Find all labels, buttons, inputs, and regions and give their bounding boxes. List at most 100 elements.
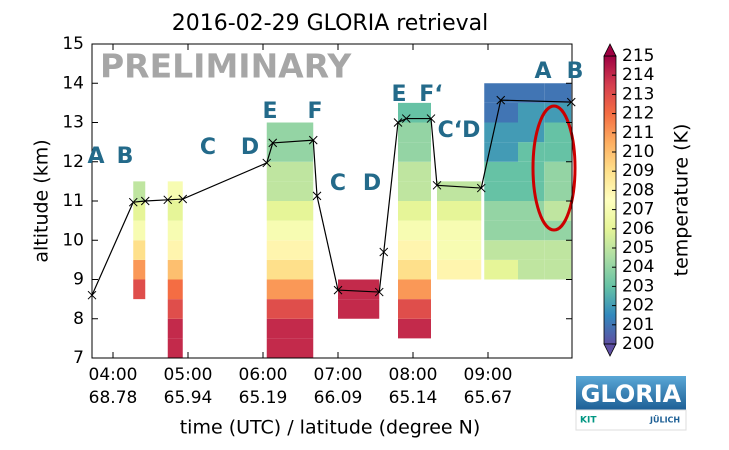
- heatmap-cell: [544, 259, 572, 280]
- track-marker: [308, 135, 318, 145]
- heatmap-cell: [133, 240, 146, 260]
- heatmap-cell: [266, 338, 314, 358]
- annotation: F: [307, 99, 322, 124]
- heatmap-cell: [398, 318, 431, 339]
- heatmap-cell: [338, 279, 380, 300]
- y-axis-label: altitude (km): [31, 139, 53, 262]
- track-marker: [393, 118, 403, 127]
- colorbar-tick-label: 204: [622, 257, 654, 277]
- heatmap-cell: [167, 279, 183, 300]
- y-tick-label: 11: [62, 191, 84, 211]
- x-tick-label: 07:00: [314, 365, 363, 385]
- annotation: D: [363, 171, 381, 196]
- annotation: E: [262, 99, 277, 124]
- heatmap-cell: [518, 161, 545, 182]
- heatmap-cell: [484, 122, 518, 143]
- track-marker: [379, 247, 389, 257]
- track-marker: [374, 287, 384, 297]
- heatmap-cell: [518, 83, 545, 103]
- colorbar-tick-label: 212: [622, 104, 654, 124]
- colorbar-tick-label: 210: [622, 142, 654, 162]
- heatmap-cell: [398, 142, 431, 162]
- logo: GLORIA KIT JÜLICH: [575, 376, 687, 431]
- heatmap-cell: [167, 338, 183, 358]
- colorbar-tick-label: 213: [622, 84, 654, 104]
- heatmap-cell: [167, 240, 183, 260]
- heatmap-cell: [133, 201, 146, 221]
- heatmap-cell: [338, 299, 380, 319]
- heatmap-cell: [544, 201, 572, 221]
- heatmap-cell: [544, 122, 572, 143]
- annotation: C: [330, 171, 346, 196]
- heatmap-cell: [266, 318, 314, 339]
- colorbar-tick-label: 201: [622, 315, 654, 335]
- x-tick-latitude: 65.14: [389, 388, 438, 408]
- chart-title: 2016-02-29 GLORIA retrieval: [172, 11, 489, 36]
- annotation: B: [567, 59, 584, 84]
- heatmap-cell: [484, 201, 518, 221]
- colorbar-tick-label: 200: [622, 334, 654, 354]
- heatmap-cell: [167, 318, 183, 339]
- heatmap-cell: [266, 201, 314, 221]
- y-tick-label: 8: [73, 309, 84, 329]
- heatmap-cell: [518, 181, 545, 201]
- x-axis-label: time (UTC) / latitude (degree N): [180, 417, 481, 439]
- x-tick-label: 06:00: [239, 365, 288, 385]
- heatmap-cell: [266, 181, 314, 201]
- colorbar-extend-max: [603, 43, 617, 57]
- annotation: C: [200, 135, 216, 160]
- heatmap-cell: [266, 142, 314, 162]
- x-tick-latitude: 65.19: [239, 388, 288, 408]
- heatmap-cell: [266, 220, 314, 241]
- colorbar-tick-label: 202: [622, 296, 654, 316]
- track-marker: [426, 114, 436, 123]
- track-marker: [401, 114, 411, 123]
- colorbar-tick-label: 206: [622, 219, 654, 239]
- heatmap-cell: [398, 240, 431, 260]
- heatmap-cell: [398, 299, 431, 319]
- heatmap-cell: [266, 299, 314, 319]
- heatmap-cell: [133, 181, 146, 201]
- heatmap-cell: [437, 259, 482, 280]
- colorbar-tick-label: 207: [622, 200, 654, 220]
- heatmap-cell: [484, 181, 518, 201]
- heatmap-cell: [437, 181, 482, 201]
- colorbar-tick-label: 209: [622, 161, 654, 181]
- heatmap-cell: [398, 201, 431, 221]
- colorbar-tick-label: 214: [622, 65, 654, 85]
- x-tick-label: 09:00: [464, 365, 513, 385]
- y-tick-label: 9: [73, 270, 84, 290]
- annotation: F‘: [419, 82, 442, 107]
- heatmap-cell: [133, 279, 146, 300]
- heatmap-cell: [518, 220, 545, 241]
- y-tick-label: 15: [62, 34, 84, 54]
- heatmap-cell: [484, 142, 518, 162]
- heatmap-cell: [167, 259, 183, 280]
- y-tick-label: 13: [62, 113, 84, 133]
- y-tick-label: 10: [62, 230, 84, 250]
- colorbar: [603, 55, 617, 345]
- heatmap-cell: [398, 181, 431, 201]
- heatmap-cell: [518, 142, 545, 162]
- track-marker: [476, 183, 486, 193]
- heatmap-cell: [266, 161, 314, 182]
- heatmap-cell: [484, 259, 518, 280]
- x-tick-label: 04:00: [89, 365, 138, 385]
- heatmap-cell: [266, 259, 314, 280]
- x-tick-latitude: 68.78: [89, 388, 138, 408]
- annotation: A: [534, 59, 551, 84]
- track-marker: [178, 194, 188, 204]
- logo-partner: JÜLICH: [649, 415, 680, 425]
- heatmap-cell: [266, 279, 314, 300]
- heatmap-cell: [437, 240, 482, 260]
- heatmap-cell: [484, 102, 518, 123]
- track-marker: [496, 95, 506, 105]
- heatmap-cell: [544, 142, 572, 162]
- track-marker: [566, 97, 576, 107]
- heatmap-cell: [518, 240, 545, 260]
- colorbar-label: temperature (K): [671, 124, 693, 277]
- heatmap-cell: [544, 161, 572, 182]
- watermark: PRELIMINARY: [100, 47, 352, 86]
- colorbar-tick-label: 203: [622, 276, 654, 296]
